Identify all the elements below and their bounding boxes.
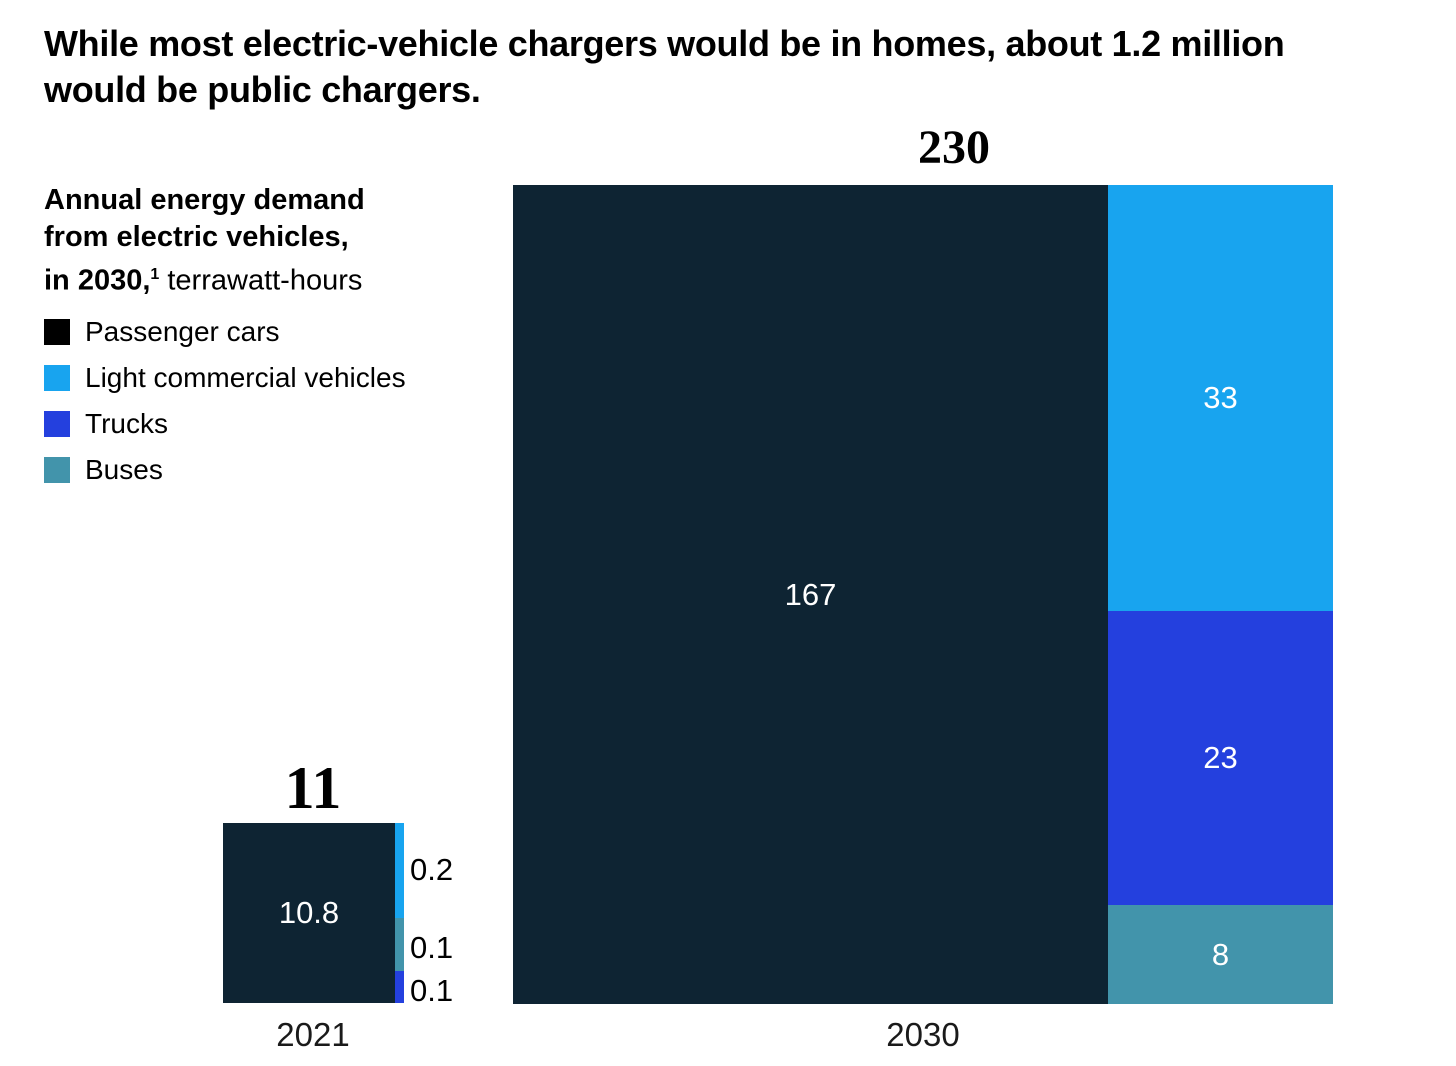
legend-item-buses: Buses: [44, 454, 406, 486]
trucks-swatch-icon: [44, 411, 70, 437]
bar-2030-passenger-segment: 167: [513, 185, 1108, 1004]
legend: Passenger cars Light commercial vehicles…: [44, 316, 406, 486]
passenger-cars-swatch-icon: [44, 319, 70, 345]
legend-heading-unit: terrawatt-hours: [159, 264, 363, 297]
bar-2030-light-commercial-segment: 33: [1108, 185, 1333, 611]
bar-2030-passenger-value: 167: [784, 576, 837, 612]
chart-title-line2: would be public chargers.: [44, 69, 481, 110]
bar-2021-buses-value: 0.1: [410, 930, 454, 965]
legend-item-label: Passenger cars: [85, 316, 280, 347]
total-label-2030: 230: [918, 121, 990, 174]
bar-2021-trucks-value: 0.1: [410, 973, 454, 1008]
bar-2030-trucks-value: 23: [1203, 740, 1238, 775]
bar-2030-buses-value: 8: [1211, 936, 1230, 972]
legend-item-label: Buses: [85, 454, 163, 485]
legend-heading-line3-bold: in 2030,: [44, 264, 151, 297]
bar-2021-buses-segment: [395, 918, 404, 971]
legend-heading-line2: from electric vehicles,: [44, 221, 349, 253]
bar-2021: 10.8: [223, 823, 404, 1003]
bar-2030-light-commercial-value: 33: [1203, 380, 1238, 415]
bar-2021-light-commercial-segment: [395, 823, 404, 918]
bar-2030-trucks-segment: 23: [1108, 611, 1333, 905]
legend-item-label: Trucks: [85, 408, 168, 439]
chart-title: While most electric-vehicle chargers wou…: [44, 21, 1436, 113]
footnote-marker: 1: [150, 266, 160, 283]
bar-2021-minor-strip: [395, 823, 404, 1003]
legend-item-passenger-cars: Passenger cars: [44, 316, 406, 348]
buses-swatch-icon: [44, 457, 70, 483]
bar-2030-buses-segment: 8: [1108, 905, 1333, 1004]
legend-item-trucks: Trucks: [44, 408, 406, 440]
x-axis-label-2021: 2021: [276, 1016, 350, 1053]
x-axis-label-2030: 2030: [886, 1016, 960, 1053]
bar-2021-trucks-segment: [395, 971, 404, 1003]
chart-title-line1: While most electric-vehicle chargers wou…: [44, 23, 1285, 64]
bar-2030: 167 33 23 8: [513, 185, 1333, 1004]
total-label-2021: 11: [284, 755, 342, 821]
legend-heading: Annual energy demand from electric vehic…: [44, 182, 365, 300]
legend-heading-line1: Annual energy demand: [44, 184, 365, 216]
light-commercial-swatch-icon: [44, 365, 70, 391]
legend-item-label: Light commercial vehicles: [85, 362, 406, 393]
bar-2030-minor-column: 33 23 8: [1108, 185, 1333, 1004]
bar-2021-passenger-segment: 10.8: [223, 823, 395, 1003]
bar-2021-light-commercial-value: 0.2: [410, 852, 454, 887]
legend-item-light-commercial: Light commercial vehicles: [44, 362, 406, 394]
bar-2021-passenger-value: 10.8: [278, 895, 340, 930]
